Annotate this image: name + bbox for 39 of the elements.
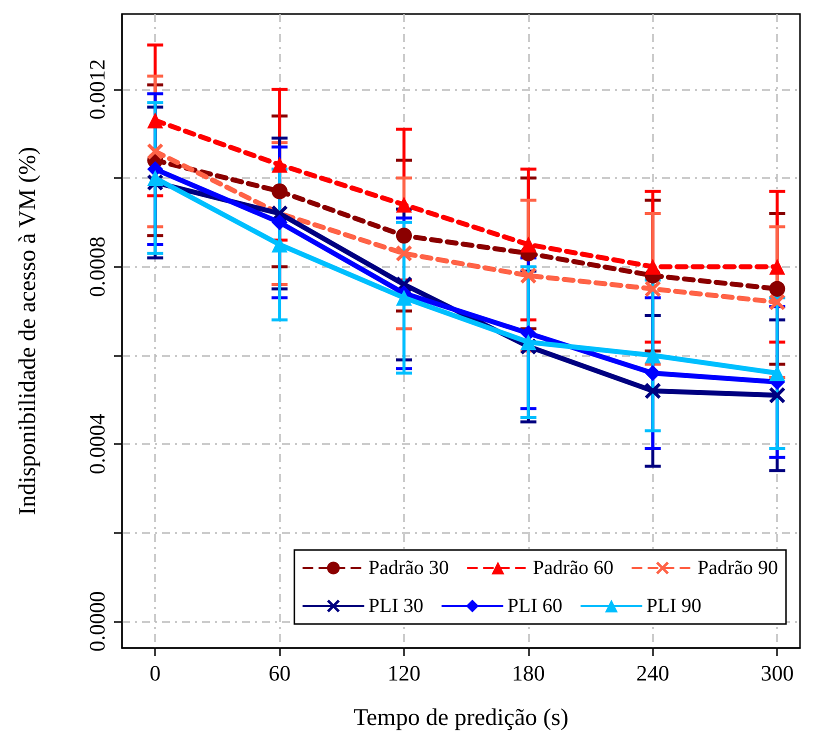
- legend-label: Padrão 60: [532, 557, 614, 579]
- point: [396, 245, 412, 262]
- point: [520, 268, 536, 284]
- y-tick-label: 0.0004: [84, 414, 110, 474]
- point: [769, 280, 786, 297]
- point: [769, 258, 786, 275]
- y-tick-label: 0.0000: [84, 591, 110, 652]
- legend-label: PLI 90: [646, 595, 702, 617]
- point: [147, 143, 164, 160]
- x-tick-label: 240: [636, 660, 670, 686]
- legend-label: PLI 60: [507, 595, 562, 617]
- legend-label: Padrão 30: [368, 557, 449, 579]
- point: [644, 382, 661, 399]
- point: [147, 112, 164, 128]
- y-tick-label: 0.0008: [84, 236, 110, 297]
- point: [272, 183, 288, 200]
- point: [644, 365, 661, 382]
- point: [396, 228, 412, 244]
- legend-label: Padrão 90: [697, 557, 778, 579]
- point: [644, 258, 661, 275]
- y-tick-label: 0.0012: [84, 59, 110, 120]
- point: [272, 214, 288, 230]
- x-tick-label: 60: [268, 660, 291, 686]
- point: [396, 196, 412, 213]
- x-axis-title: Tempo de predição (s): [354, 705, 568, 731]
- point: [396, 290, 412, 306]
- point: [272, 156, 288, 173]
- x-tick-label: 120: [387, 660, 420, 686]
- x-tick-label: 0: [150, 660, 161, 686]
- point: [644, 280, 661, 297]
- point: [147, 170, 164, 186]
- point: [520, 334, 536, 350]
- x-tick-label: 180: [512, 660, 545, 686]
- point: [769, 387, 786, 404]
- y-axis-title: Indisponibilidade de acesso à VM (%): [15, 146, 41, 516]
- x-tick-label: 300: [760, 660, 794, 686]
- legend-label: PLI 30: [368, 595, 424, 617]
- point: [520, 236, 536, 253]
- point: [769, 294, 786, 310]
